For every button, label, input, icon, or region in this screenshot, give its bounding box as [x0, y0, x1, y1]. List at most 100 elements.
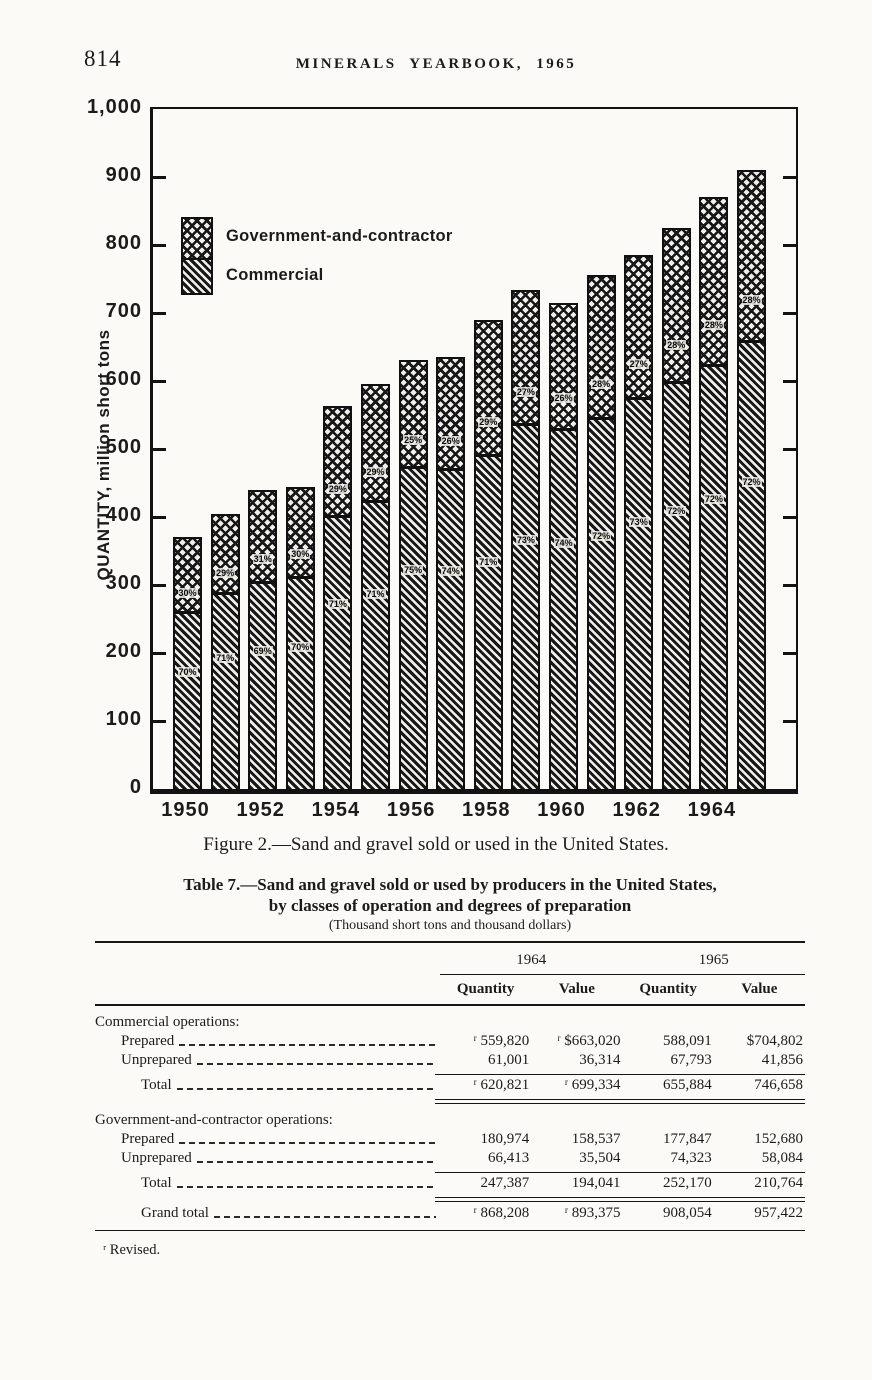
percent-label-commercial-1955: 71% [365, 588, 386, 599]
table-top-rule [95, 941, 805, 943]
percent-label-commercial-1962: 73% [628, 516, 649, 527]
percent-label-commercial-1956: 75% [403, 565, 424, 575]
percent-label-government-1951: 29% [215, 567, 236, 578]
segment-commercial-1951 [212, 592, 238, 789]
leader-line [213, 1216, 436, 1218]
legend-pattern-commercial [183, 258, 211, 293]
table-row: Commercial operations: [95, 1014, 805, 1031]
leader-line [179, 1142, 436, 1144]
percent-label-commercial-1963: 72% [666, 505, 687, 516]
row-label: Prepared [121, 1131, 175, 1147]
table-cell: 655,884 [663, 1077, 712, 1093]
total-rule-single [435, 1172, 805, 1173]
bar-1964: 28% 72% [699, 197, 729, 789]
y-axis-tick-left [153, 583, 166, 587]
legend-labels: Government-and-contractor Commercial [213, 217, 453, 295]
table-cell: ʳ 620,821 [473, 1077, 530, 1093]
segment-government-1963 [663, 230, 689, 381]
table-cell: ʳ 893,375 [564, 1205, 621, 1221]
y-axis-tick-left [153, 379, 166, 383]
total-rule-single [435, 1074, 805, 1075]
percent-label-government-1958: 29% [478, 417, 499, 428]
table-cell: ʳ 559,820 [473, 1033, 530, 1049]
y-tick-label: 1,000 [86, 96, 142, 119]
running-title: MINERALS YEARBOOK, 1965 [295, 56, 577, 72]
table-cell: 67,793 [670, 1052, 712, 1068]
x-tick-label-1962: 1962 [612, 799, 661, 821]
table-cell: 41,856 [761, 1052, 803, 1068]
percent-label-government-1961: 28% [591, 378, 612, 389]
y-axis-tick-left [153, 175, 166, 179]
legend-pattern-government [183, 219, 211, 258]
column-header-quantity-1965: Quantity [639, 981, 697, 997]
y-tick-label: 700 [105, 300, 142, 323]
y-axis-tick-right [783, 447, 796, 451]
row-label: Government-and-contractor operations: [95, 1112, 333, 1128]
percent-label-commercial-1960: 74% [553, 538, 574, 549]
segment-commercial-1950 [175, 611, 200, 789]
y-tick-label: 200 [105, 640, 142, 663]
leader-line [196, 1161, 436, 1163]
percent-label-government-1952: 31% [252, 553, 273, 564]
table-cell: 210,764 [754, 1175, 803, 1191]
table-row: Unprepared 66,413 35,504 74,323 58,084 [95, 1150, 805, 1167]
segment-government-1957 [438, 359, 464, 468]
table-cell: 152,680 [754, 1131, 803, 1147]
x-tick-label-1964: 1964 [687, 799, 737, 821]
leader-line [196, 1063, 436, 1065]
bar-1957: 26% 74% [436, 357, 466, 789]
y-tick-label: 500 [105, 436, 142, 459]
table-row: Grand total ʳ 868,208 ʳ 893,375 908,054 957,… [95, 1205, 805, 1222]
y-axis-tick-left [153, 719, 166, 723]
row-label: Unprepared [121, 1052, 192, 1068]
segment-commercial-1959 [513, 423, 539, 789]
table-cell: 36,314 [579, 1052, 621, 1068]
row-label: Unprepared [121, 1150, 192, 1166]
table-cell: 957,422 [754, 1205, 803, 1221]
segment-government-1959 [513, 292, 539, 423]
table-cell: 588,091 [663, 1033, 712, 1049]
y-axis-tick-left [153, 447, 166, 451]
percent-label-government-1960: 26% [553, 393, 574, 404]
table-cell: ʳ 868,208 [473, 1205, 530, 1221]
percent-label-commercial-1957: 74% [440, 566, 461, 577]
x-tick-label-1952: 1952 [236, 799, 285, 821]
bar-1961: 28% 72% [586, 275, 616, 789]
bar-1958: 29% 71% [473, 320, 503, 789]
segment-commercial-1957 [438, 468, 464, 789]
bar-1960: 26% 74% [549, 303, 578, 789]
bar-1962: 27% 73% [624, 255, 654, 789]
table-cell: 180,974 [480, 1131, 530, 1147]
y-axis-tick-right [783, 243, 796, 247]
page-number: 814 [84, 46, 122, 71]
y-axis-tick-right [783, 515, 796, 519]
percent-label-commercial-1961: 72% [591, 530, 612, 541]
y-tick-label: 100 [105, 708, 142, 731]
percent-label-government-1959: 27% [515, 386, 536, 397]
segment-commercial-1955 [363, 500, 388, 789]
table-cell: 746,658 [754, 1077, 803, 1093]
percent-label-government-1963: 28% [666, 340, 687, 351]
column-header-value-1964: Value [558, 981, 595, 997]
bar-1963: 28% 72% [661, 228, 691, 789]
segment-government-1954 [325, 408, 351, 515]
y-axis-tick-right [783, 651, 796, 655]
table-7: Table 7.—Sand and gravel sold or used by… [95, 874, 805, 1259]
percent-label-commercial-1965: 72% [741, 476, 762, 487]
table-cell: $704,802 [746, 1033, 803, 1049]
percent-label-government-1957: 26% [440, 436, 461, 447]
segment-commercial-1965 [739, 340, 764, 789]
segment-government-1952 [250, 492, 276, 581]
table-title-line2: by classes of operation and degrees of p… [268, 896, 632, 915]
bar-1950: 30% 70% [173, 537, 202, 789]
table-cell: 247,387 [480, 1175, 530, 1191]
segment-commercial-1960 [551, 428, 576, 789]
row-label: Prepared [121, 1033, 175, 1049]
figure-2-bar-chart: Government-and-contractor Commercial 30%… [150, 107, 798, 821]
y-axis-tick-left [153, 515, 166, 519]
y-axis-tick-right [783, 583, 796, 587]
bar-1953: 30% 70% [285, 487, 315, 789]
percent-label-commercial-1950: 70% [177, 666, 198, 677]
x-tick-label-1954: 1954 [311, 799, 361, 821]
segment-commercial-1953 [287, 576, 313, 789]
